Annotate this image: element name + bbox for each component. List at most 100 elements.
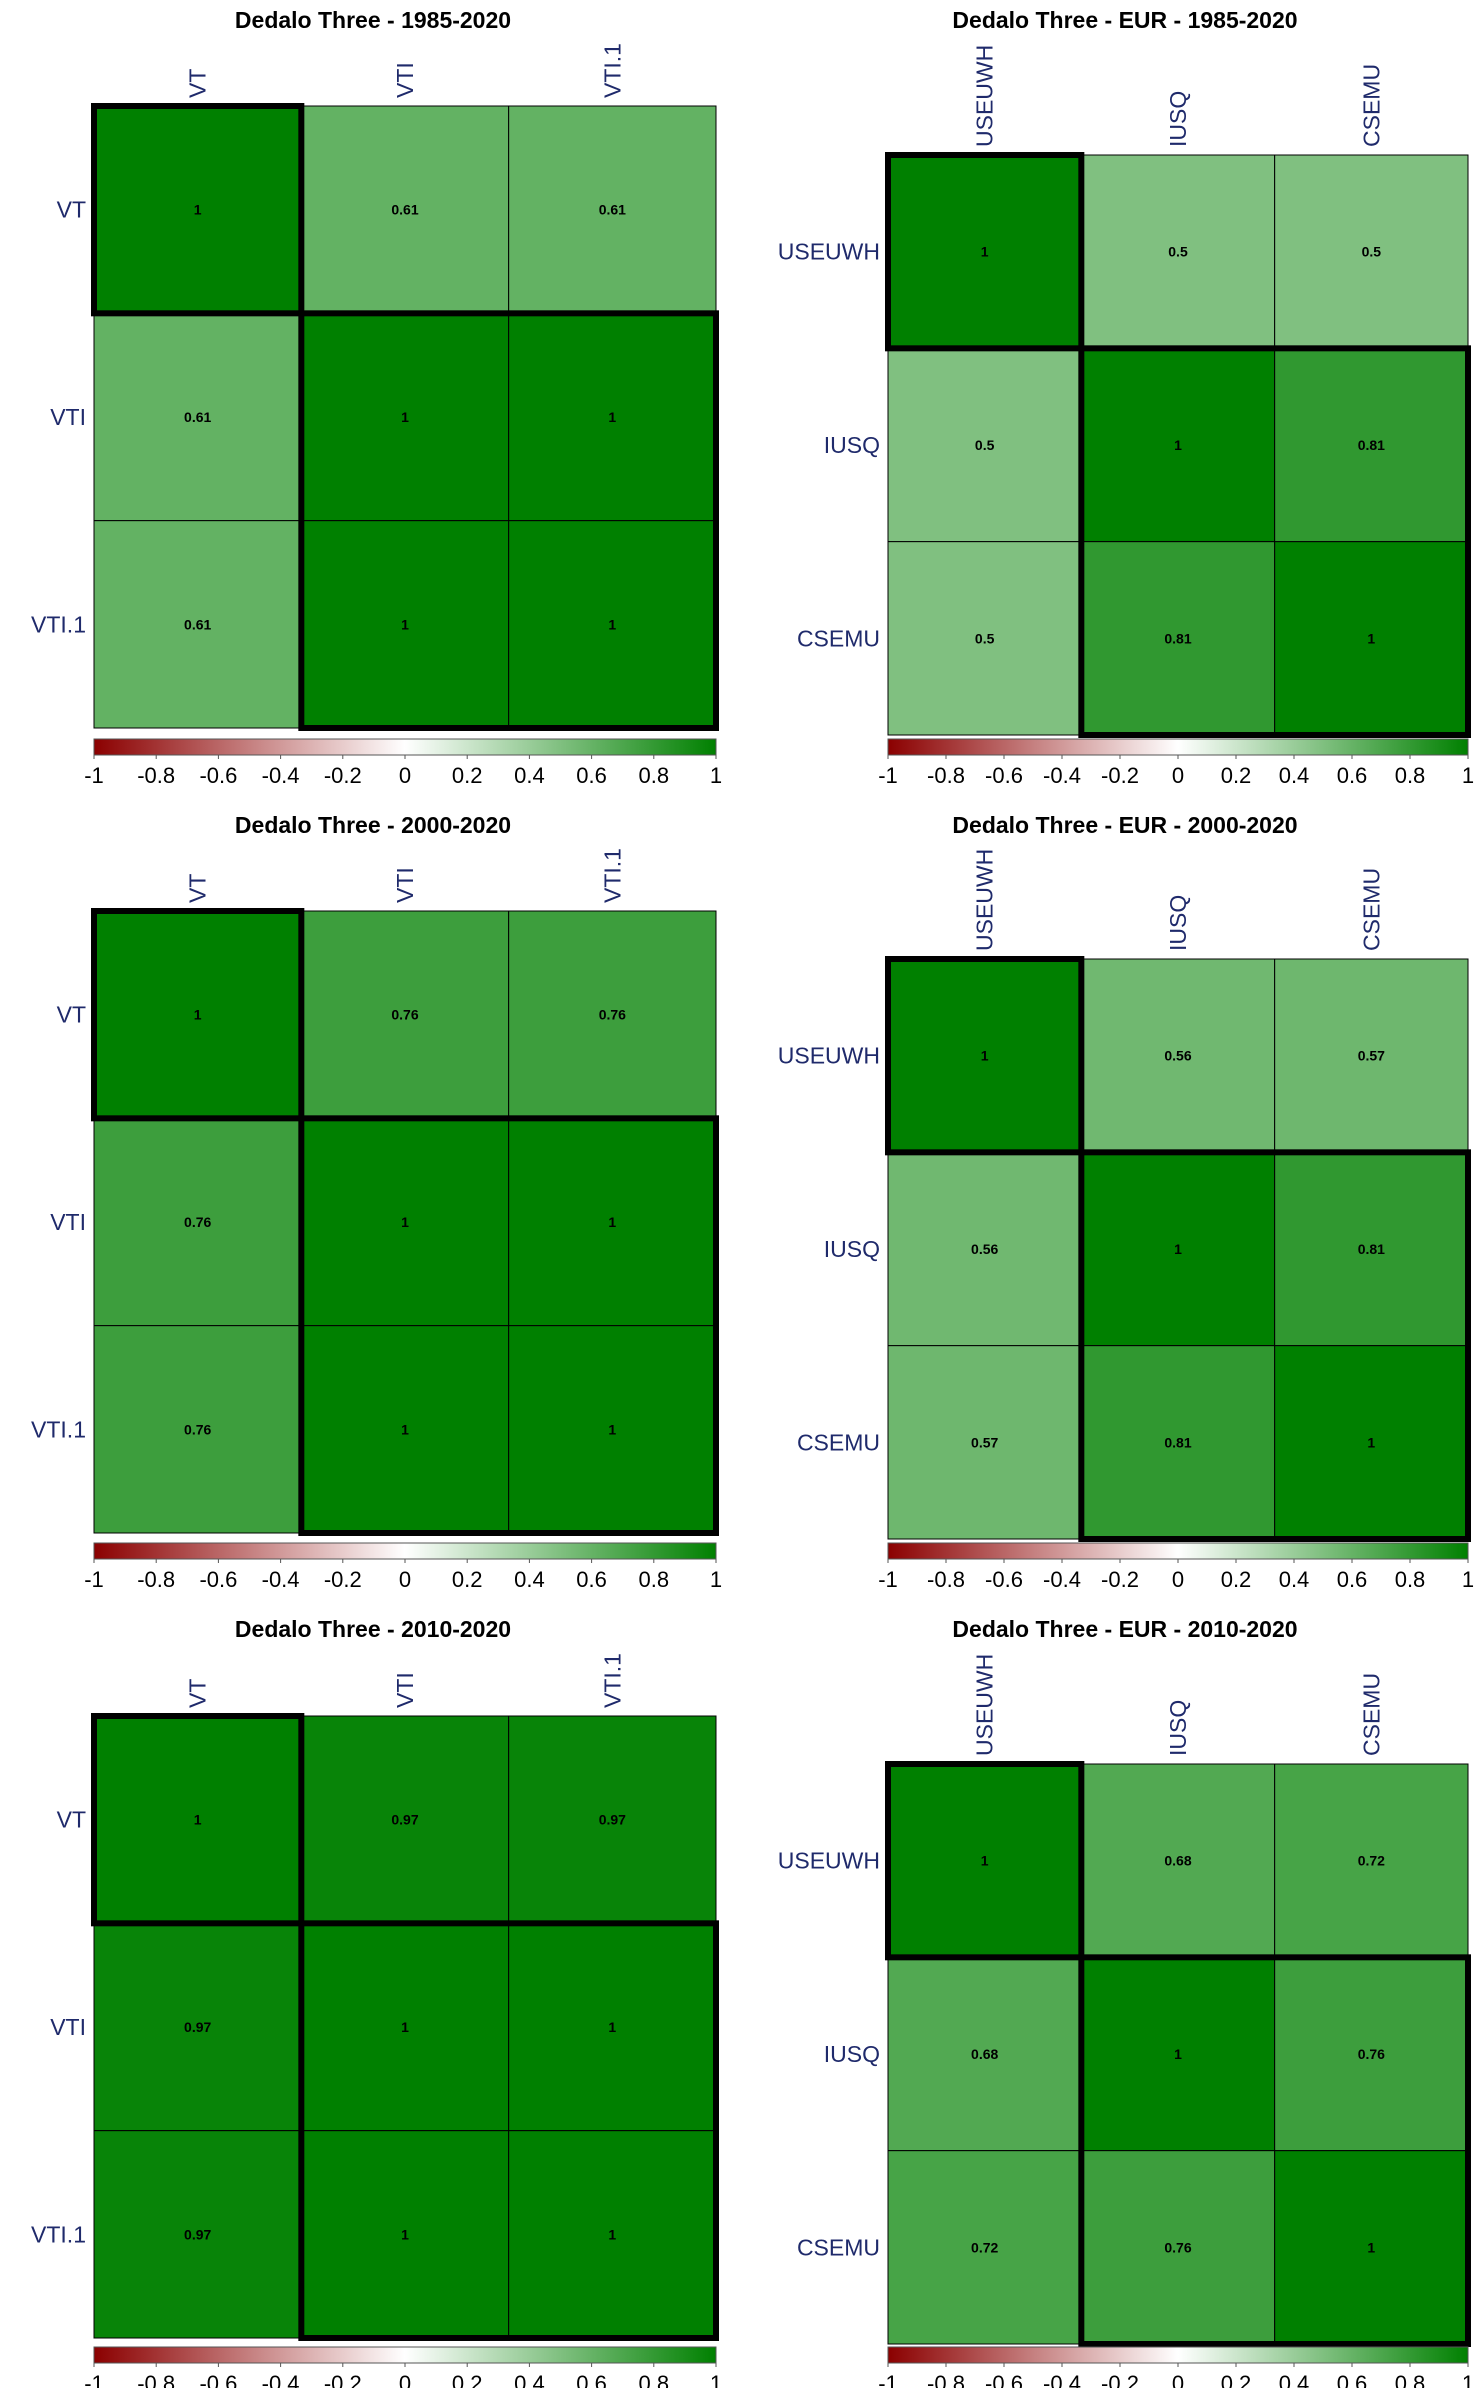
cell-value-label: 0.68 — [1164, 1853, 1191, 1869]
color-scale-tick-label: 1 — [710, 1567, 722, 1592]
color-scale-tick-label: -0.6 — [199, 763, 237, 788]
heatmap-cell — [508, 910, 717, 1119]
color-scale-tick-label: -0.8 — [137, 2371, 175, 2388]
color-scale-tick-label: -0.2 — [1101, 2371, 1139, 2388]
cell-value-label: 0.56 — [1164, 1048, 1191, 1064]
color-scale-tick-label: -1 — [84, 2371, 104, 2388]
cell-value-label: 1 — [981, 1853, 989, 1869]
cell-value-label: 1 — [608, 1421, 616, 1437]
cell-value-label: 0.5 — [975, 630, 995, 646]
row-label: USEUWH — [778, 1043, 880, 1069]
cell-value-label: 0.57 — [1358, 1048, 1385, 1064]
chart-title: Dedalo Three - 2010-2020 — [235, 1616, 511, 1642]
cell-value-label: 1 — [1367, 1434, 1375, 1450]
cluster-box — [885, 956, 1085, 1156]
color-scale-tick-label: -0.2 — [324, 1567, 362, 1592]
heatmap-panel-3: Dedalo Three - 2000-2020 1 0.76 0.76 0.76 1 1 0… — [31, 812, 722, 1592]
cell-value-label: 0.97 — [184, 2226, 211, 2242]
color-scale-tick-label: 1 — [1462, 2371, 1474, 2388]
heatmap-cell — [93, 1117, 302, 1327]
color-scale-tick-label: -0.4 — [262, 763, 300, 788]
cell-value-label: 0.81 — [1358, 437, 1385, 453]
heatmap-cell — [1080, 347, 1276, 543]
row-label: VT — [57, 1002, 86, 1028]
heatmap-cell — [1080, 1345, 1276, 1540]
color-scale-tick-label: 0 — [1172, 2371, 1184, 2388]
color-scale-tick-label: 0.4 — [1279, 763, 1310, 788]
heatmap-cell — [300, 312, 510, 522]
heatmap-cell — [508, 105, 717, 314]
cell-value-label: 1 — [194, 202, 202, 218]
row-label: IUSQ — [824, 432, 880, 458]
color-scale-tick-label: -0.2 — [324, 763, 362, 788]
cell-value-label: 0.76 — [184, 1214, 211, 1230]
heatmap-cell — [887, 1151, 1082, 1347]
column-label: IUSQ — [1165, 1700, 1191, 1756]
color-scale-tick-label: 0.4 — [514, 1567, 545, 1592]
row-label: USEUWH — [778, 239, 880, 265]
heatmap-cell — [887, 541, 1082, 736]
color-scale-tick-label: 0.6 — [1337, 763, 1368, 788]
color-scale-tick-label: -0.6 — [985, 1567, 1023, 1592]
row-label: CSEMU — [797, 625, 880, 651]
column-label: USEUWH — [972, 45, 998, 147]
cluster-box — [885, 1761, 1085, 1961]
color-scale-bar — [93, 738, 717, 756]
color-scale-tick-label: -0.6 — [199, 2371, 237, 2388]
cell-value-label: 1 — [608, 616, 616, 632]
cell-value-label: 0.76 — [1164, 2239, 1191, 2255]
chart-title: Dedalo Three - EUR - 1985-2020 — [952, 7, 1297, 33]
heatmap-cell — [93, 520, 302, 729]
row-label: VTI — [50, 1209, 86, 1235]
row-label: VTI.1 — [31, 611, 86, 637]
chart-title: Dedalo Three - 2000-2020 — [235, 812, 511, 838]
cell-value-label: 0.97 — [391, 1812, 418, 1828]
cell-value-label: 1 — [194, 1812, 202, 1828]
color-scale-tick-label: -0.8 — [137, 763, 175, 788]
row-label: VTI — [50, 2014, 86, 2040]
heatmap-cell — [300, 1922, 510, 2132]
heatmap-cell — [93, 312, 302, 522]
heatmap-cell — [300, 1715, 510, 1924]
color-scale-tick-label: -1 — [878, 763, 898, 788]
color-scale-bar — [887, 738, 1469, 756]
cluster-box — [1078, 1149, 1472, 1543]
color-scale-tick-label: 0.2 — [1221, 2371, 1252, 2388]
heatmap-cell — [93, 1325, 302, 1534]
column-label: CSEMU — [1358, 64, 1384, 147]
color-scale-tick-label: 1 — [710, 2371, 722, 2388]
cluster-box — [91, 103, 305, 317]
heatmap-panel-5: Dedalo Three - 2010-2020 1 0.97 0.97 0.97 1 1 0… — [31, 1616, 722, 2393]
heatmap-cell — [508, 1117, 717, 1327]
heatmap-cell — [1080, 541, 1276, 736]
heatmap-cell — [1274, 154, 1469, 349]
color-scale-tick-label: 0.2 — [452, 1567, 483, 1592]
heatmap-cell — [1274, 541, 1469, 736]
heatmap-cell — [93, 1922, 302, 2132]
column-label: VTI — [392, 1672, 418, 1708]
color-scale-bar — [887, 1542, 1469, 1560]
color-scale-tick-label: 0.8 — [1395, 1567, 1426, 1592]
color-scale-tick-label: 0 — [399, 763, 411, 788]
heatmap-cell — [1080, 1763, 1276, 1958]
color-scale-tick-label: 0.6 — [576, 2371, 607, 2388]
cell-value-label: 1 — [401, 1421, 409, 1437]
color-scale-tick-label: -0.2 — [1101, 763, 1139, 788]
heatmap-cell — [1080, 2150, 1276, 2345]
color-scale-tick-label: -1 — [878, 2371, 898, 2388]
column-label: IUSQ — [1165, 895, 1191, 951]
color-scale-tick-label: -0.4 — [1043, 1567, 1081, 1592]
row-label: IUSQ — [824, 1236, 880, 1262]
heatmap-cell — [300, 105, 510, 314]
color-scale-tick-label: 0.4 — [1279, 1567, 1310, 1592]
heatmap-cell — [508, 312, 717, 522]
cluster-box — [298, 1115, 719, 1537]
cell-value-label: 0.76 — [184, 1421, 211, 1437]
heatmap-cell — [887, 1763, 1082, 1958]
color-scale-tick-label: 0.6 — [1337, 2371, 1368, 2388]
color-scale-tick-label: -0.6 — [199, 1567, 237, 1592]
color-scale-tick-label: 1 — [1462, 1567, 1474, 1592]
chart-title: Dedalo Three - 1985-2020 — [235, 7, 511, 33]
color-scale-tick-label: -0.8 — [927, 763, 965, 788]
